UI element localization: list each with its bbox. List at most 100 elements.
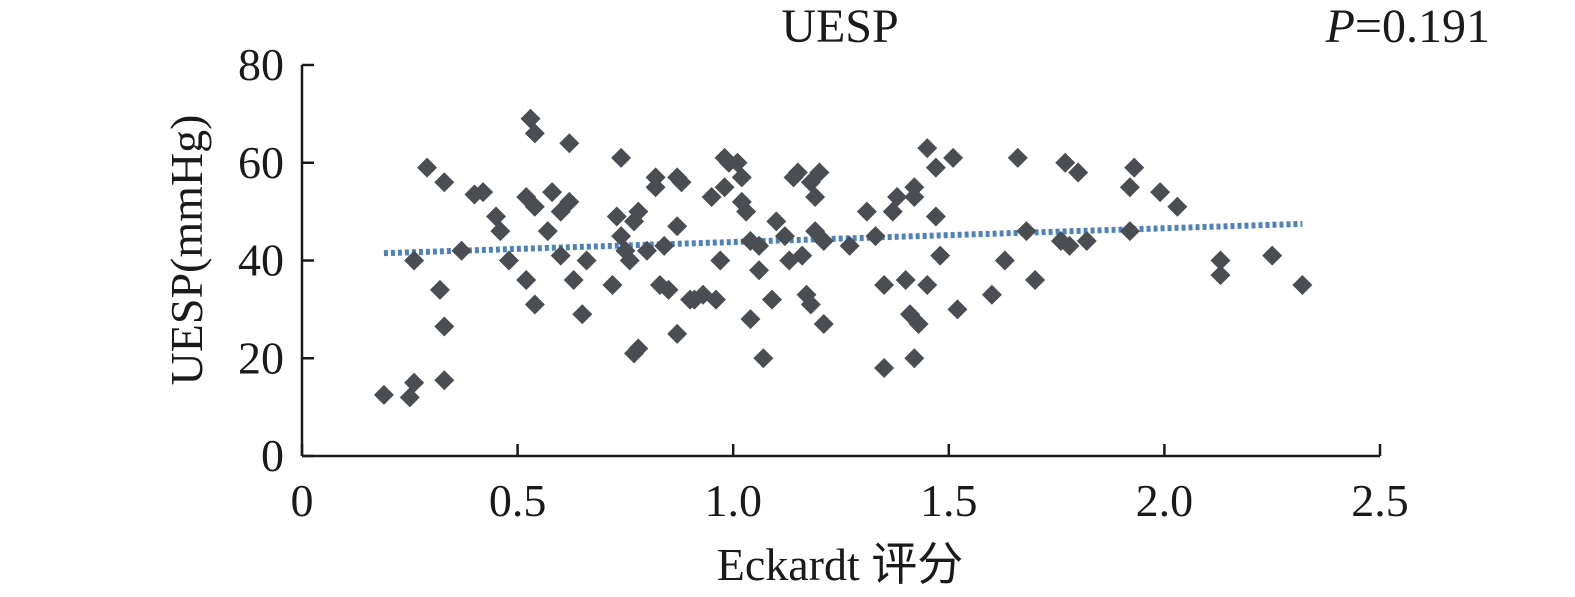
data-point [753,348,774,369]
data-point [731,167,752,188]
data-point [399,387,420,408]
data-point [1076,230,1097,251]
data-point [1119,177,1140,198]
data-point [602,274,623,295]
p-value-label: P=0.191 [1325,0,1490,53]
data-point [1016,221,1037,242]
data-point [809,162,830,183]
data-point [1119,221,1140,242]
x-tick-label: 0.5 [489,475,547,526]
data-point [434,172,455,193]
data-point [701,186,722,207]
data-point [1055,152,1076,173]
data-point [1262,245,1283,266]
data-point [787,162,808,183]
data-point [887,186,908,207]
data-point [524,196,545,217]
x-tick-label: 2.5 [1351,475,1409,526]
data-point [429,279,450,300]
data-point [925,157,946,178]
data-point [774,226,795,247]
data-point [516,270,537,291]
data-point [628,338,649,359]
data-point [727,152,748,173]
data-point [943,147,964,168]
data-point [576,250,597,271]
data-point [563,270,584,291]
x-tick-label: 1.5 [920,475,978,526]
data-point [813,230,834,251]
data-point [667,216,688,237]
data-point [1059,235,1080,256]
data-point [611,147,632,168]
data-point [645,167,666,188]
data-point [606,206,627,227]
data-point [908,314,929,335]
data-point [947,299,968,320]
data-point [930,245,951,266]
data-point [710,250,731,271]
data-point [705,289,726,310]
data-point [524,294,545,315]
y-tick-label: 60 [238,137,284,188]
axes [300,63,1382,458]
data-point [1007,147,1028,168]
data-point [865,226,886,247]
data-point [486,206,507,227]
y-tick-label: 0 [261,430,284,481]
data-point [373,384,394,405]
data-point [636,240,657,261]
data-point [520,108,541,129]
data-point [813,314,834,335]
data-point [473,182,494,203]
x-tick-label: 1.0 [704,475,762,526]
data-point [559,133,580,154]
data-point [537,221,558,242]
data-point [766,211,787,232]
data-point [434,370,455,391]
data-point [611,226,632,247]
data-point [736,201,757,222]
data-point [904,177,925,198]
data-point [749,260,770,281]
data-point [740,309,761,330]
data-point [1068,162,1089,183]
data-point [404,372,425,393]
data-point [1150,182,1171,203]
data-point [856,201,877,222]
x-tick-label: 0 [291,475,314,526]
data-point [667,323,688,344]
data-point [559,191,580,212]
y-axis-title: UESP(mmHg) [161,115,212,386]
data-point [572,304,593,325]
data-point [628,201,649,222]
data-point [619,250,640,271]
data-point [874,358,895,379]
data-point [1167,196,1188,217]
data-point [800,294,821,315]
trendline-layer [383,220,1303,257]
chart-title: UESP [781,0,898,53]
y-tick-label: 20 [238,332,284,383]
data-point [417,157,438,178]
data-point [792,245,813,266]
data-point [1292,274,1313,295]
data-point [1210,250,1231,271]
data-point [762,289,783,310]
data-point [1210,265,1231,286]
x-axis-title: Eckardt 评分 [717,539,964,590]
x-tick-label: 2.0 [1136,475,1194,526]
data-point [404,250,425,271]
data-point [550,245,571,266]
data-point [839,235,860,256]
trendline [383,220,1303,257]
p-value-symbol: P [1325,0,1355,53]
data-point [671,172,692,193]
data-point [658,279,679,300]
data-point [434,316,455,337]
points-layer [373,108,1313,408]
data-point [805,186,826,207]
data-point [874,274,895,295]
data-point [654,235,675,256]
